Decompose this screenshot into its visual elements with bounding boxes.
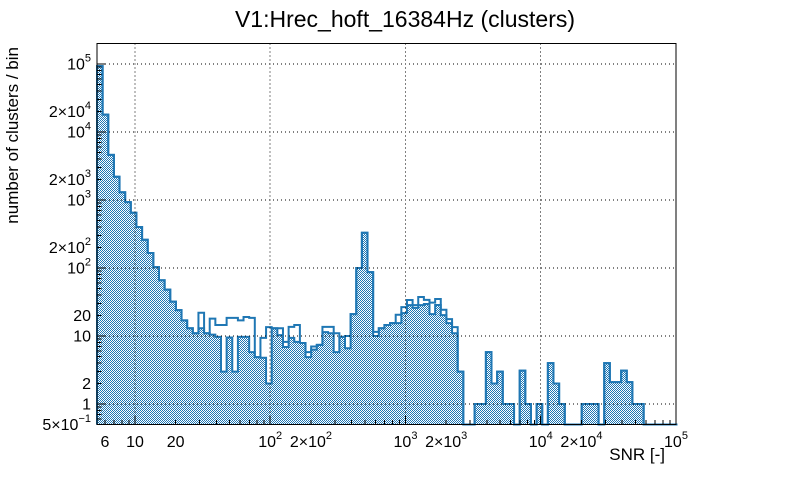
- y-tick-label: 103: [67, 188, 91, 209]
- histogram-fill: [97, 66, 678, 425]
- x-tick-label: 105: [664, 430, 688, 451]
- histogram-fill-outline: [96, 65, 678, 426]
- y-tick-label: 2×104: [49, 100, 91, 121]
- chart-title: V1:Hrec_hoft_16384Hz (clusters): [235, 6, 575, 32]
- tick-labels: 6 10 20 102 2×102 103 2×103 104 2×104 1055×10−112…: [42, 52, 688, 451]
- x-tick-label: 2×104: [560, 430, 602, 451]
- x-tick-label: 102: [258, 430, 282, 451]
- gridlines: [97, 43, 676, 425]
- x-tick-label: 2×103: [425, 430, 467, 451]
- y-tick-label: 5×10−1: [42, 413, 91, 434]
- histogram: [96, 65, 678, 426]
- y-tick-label: 2×102: [49, 236, 91, 257]
- y-tick-label: 2×103: [49, 168, 91, 189]
- y-tick-label: 102: [67, 257, 91, 278]
- x-tick-label: 103: [394, 430, 418, 451]
- y-tick-label: 2: [82, 376, 91, 393]
- x-tick-label: 104: [529, 430, 553, 451]
- y-tick-label: 10: [73, 329, 91, 346]
- y-tick-label: 20: [73, 308, 91, 325]
- axes: [96, 43, 677, 425]
- x-axis-title: SNR [-]: [609, 445, 665, 464]
- x-tick-label: 10: [126, 434, 144, 451]
- y-tick-label: 1: [82, 397, 91, 414]
- plot-frame: [96, 43, 677, 425]
- y-tick-label: 104: [67, 120, 91, 141]
- y-tick-label: 105: [67, 52, 91, 73]
- x-tick-label: 20: [167, 434, 185, 451]
- x-tick-label: 2×102: [290, 430, 332, 451]
- x-tick-label: 6: [101, 434, 110, 451]
- y-axis-title: number of clusters / bin: [3, 47, 22, 224]
